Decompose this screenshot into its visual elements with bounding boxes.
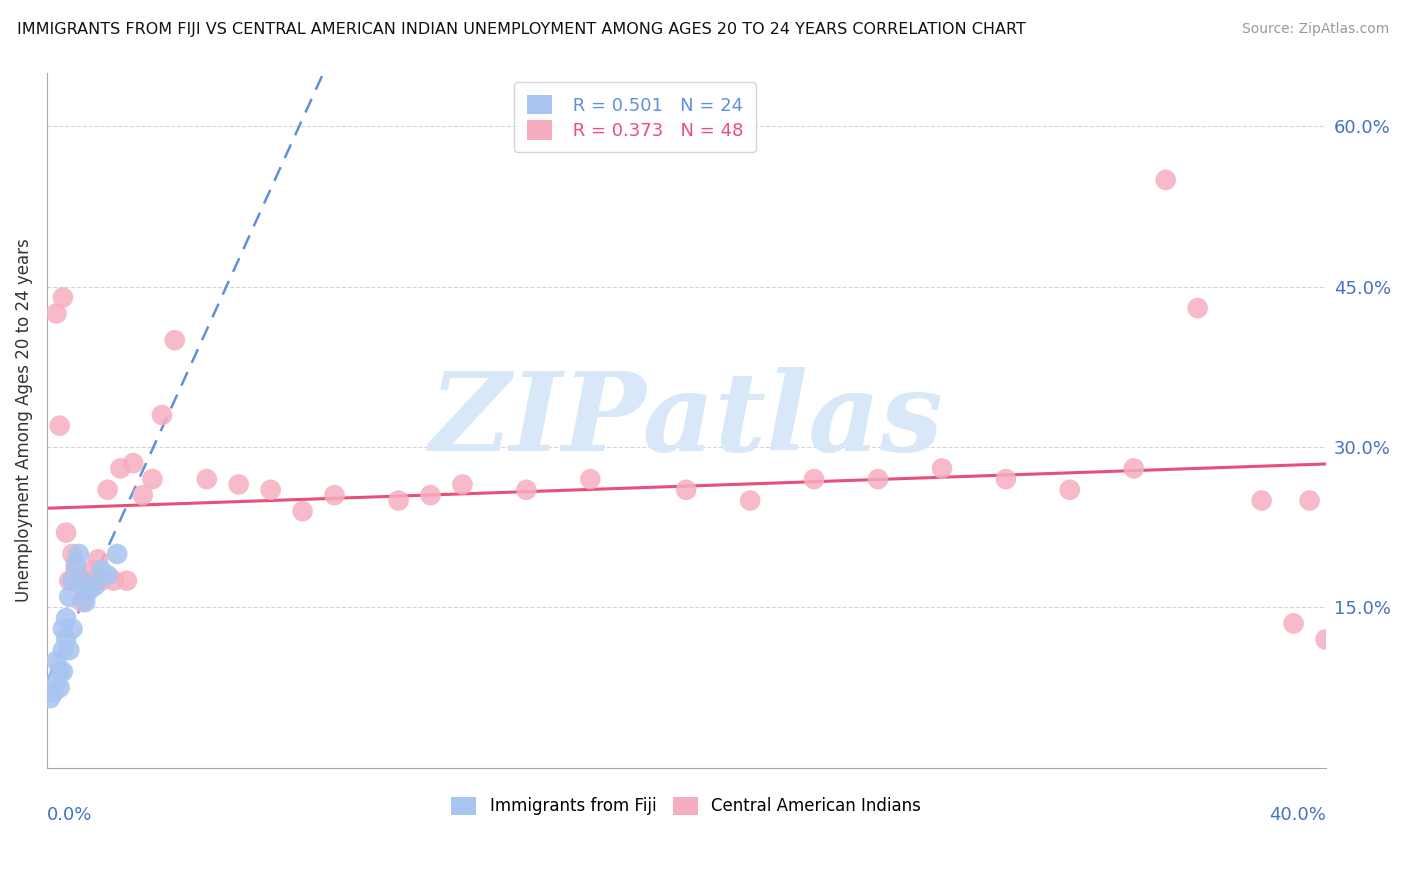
Point: [1282, 616, 1305, 631]
Point: [1059, 483, 1081, 497]
Point: [52, 290, 75, 304]
Point: [52, 622, 75, 636]
Text: IMMIGRANTS FROM FIJI VS CENTRAL AMERICAN INDIAN UNEMPLOYMENT AMONG AGES 20 TO 24: IMMIGRANTS FROM FIJI VS CENTRAL AMERICAN…: [17, 22, 1026, 37]
Point: [55, 632, 77, 647]
Point: [675, 483, 697, 497]
Point: [45, 306, 67, 320]
Point: [150, 408, 173, 422]
Point: [579, 472, 602, 486]
Point: [62, 574, 84, 588]
Point: [931, 461, 953, 475]
Point: [58, 574, 80, 588]
Point: [48, 418, 70, 433]
Point: [52, 665, 75, 679]
Legend: Immigrants from Fiji, Central American Indians: Immigrants from Fiji, Central American I…: [444, 790, 928, 822]
Point: [48, 681, 70, 695]
Point: [103, 574, 125, 588]
Point: [994, 472, 1017, 486]
Point: [97, 483, 120, 497]
Y-axis label: Unemployment Among Ages 20 to 24 years: Unemployment Among Ages 20 to 24 years: [15, 238, 32, 602]
Point: [259, 483, 281, 497]
Point: [515, 483, 537, 497]
Point: [195, 472, 218, 486]
Point: [58, 643, 80, 657]
Point: [67, 574, 90, 588]
Point: [87, 552, 110, 566]
Text: ZIPatlas: ZIPatlas: [429, 367, 943, 474]
Point: [83, 579, 105, 593]
Point: [419, 488, 441, 502]
Text: 40.0%: 40.0%: [1268, 805, 1326, 824]
Point: [80, 563, 103, 577]
Point: [65, 558, 87, 572]
Point: [62, 622, 84, 636]
Point: [77, 584, 100, 599]
Point: [52, 643, 75, 657]
Point: [55, 611, 77, 625]
Point: [141, 472, 163, 486]
Point: [90, 563, 112, 577]
Text: 0.0%: 0.0%: [46, 805, 93, 824]
Point: [58, 590, 80, 604]
Point: [1187, 301, 1209, 315]
Point: [75, 584, 97, 599]
Point: [132, 488, 155, 502]
Point: [740, 493, 762, 508]
Point: [39, 691, 62, 706]
Point: [803, 472, 825, 486]
Point: [55, 525, 77, 540]
Point: [387, 493, 409, 508]
Point: [110, 461, 132, 475]
Point: [1298, 493, 1320, 508]
Point: [228, 477, 250, 491]
Point: [1122, 461, 1144, 475]
Point: [70, 595, 93, 609]
Point: [45, 654, 67, 668]
Point: [90, 574, 112, 588]
Point: [122, 456, 145, 470]
Point: [70, 574, 93, 588]
Point: [163, 333, 186, 347]
Point: [97, 568, 120, 582]
Point: [77, 574, 100, 588]
Point: [105, 547, 128, 561]
Point: [1250, 493, 1272, 508]
Point: [866, 472, 889, 486]
Point: [75, 595, 97, 609]
Point: [1315, 632, 1337, 647]
Point: [1154, 173, 1177, 187]
Point: [83, 574, 105, 588]
Point: [451, 477, 474, 491]
Point: [65, 563, 87, 577]
Point: [62, 547, 84, 561]
Point: [42, 686, 65, 700]
Point: [67, 547, 90, 561]
Point: [323, 488, 346, 502]
Text: Source: ZipAtlas.com: Source: ZipAtlas.com: [1241, 22, 1389, 37]
Point: [115, 574, 138, 588]
Point: [291, 504, 314, 518]
Point: [45, 675, 67, 690]
Point: [48, 665, 70, 679]
